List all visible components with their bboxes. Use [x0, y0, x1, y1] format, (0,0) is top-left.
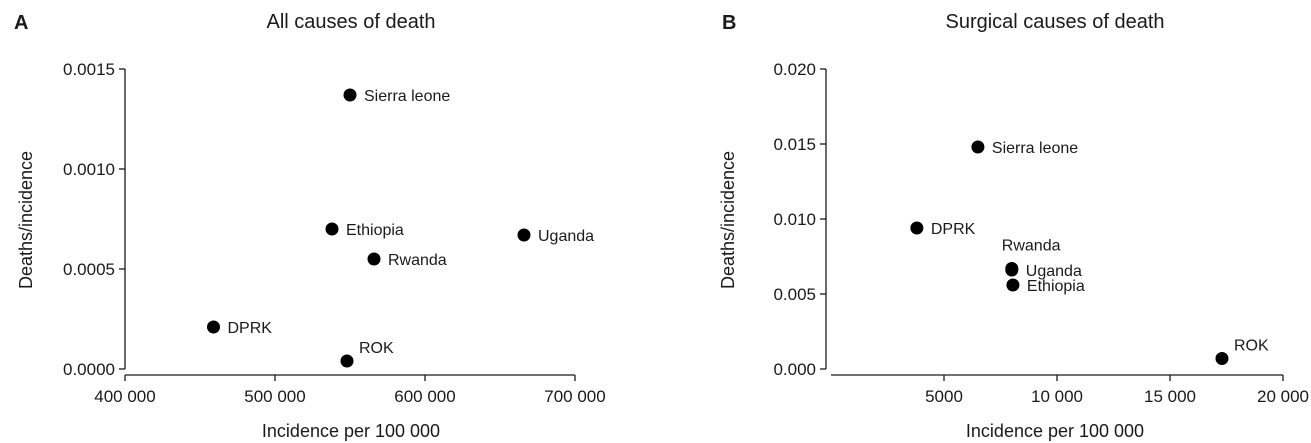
point-label: Uganda [538, 228, 594, 245]
panel-a: A All causes of death Incidence per 100 … [14, 11, 606, 441]
panel-letter: B [722, 12, 736, 34]
data-point [517, 228, 531, 242]
point-label: Rwanda [388, 252, 447, 269]
x-tick-label: 15 000 [1144, 387, 1196, 406]
chart-title: Surgical causes of death [945, 11, 1164, 33]
panel-letter: A [14, 12, 28, 34]
x-tick-label: 20 000 [1257, 387, 1309, 406]
y-tick-label: 0.0015 [63, 60, 115, 79]
point-label: Uganda [1026, 263, 1082, 280]
data-point [1005, 263, 1019, 277]
x-tick-label: 10 000 [1031, 387, 1083, 406]
y-axis-label: Deaths/incidence [718, 151, 738, 289]
point-label: DPRK [228, 320, 273, 337]
x-tick-label: 500 000 [244, 387, 305, 406]
x-tick-label: 700 000 [544, 387, 605, 406]
y-tick-label: 0.020 [773, 60, 816, 79]
y-tick-label: 0.010 [773, 210, 816, 229]
x-axis-label: Incidence per 100 000 [262, 421, 440, 441]
y-tick-label: 0.0010 [63, 160, 115, 179]
data-point [1006, 278, 1020, 292]
y-tick-label: 0.015 [773, 135, 816, 154]
data-point [910, 221, 924, 235]
y-tick-label: 0.0005 [63, 260, 115, 279]
point-label: Ethiopia [346, 222, 404, 239]
data-point [367, 252, 381, 266]
point-label: ROK [1234, 338, 1269, 355]
y-axis-label: Deaths/incidence [16, 151, 36, 289]
panel-b: B Surgical causes of death Incidence per… [718, 11, 1309, 441]
x-tick-label: 400 000 [94, 387, 155, 406]
x-tick-label: 600 000 [394, 387, 455, 406]
data-point [207, 320, 220, 334]
point-label: DPRK [931, 221, 976, 238]
x-tick-label: 5000 [925, 387, 963, 406]
y-tick-label: 0.000 [773, 360, 816, 379]
x-axis-label: Incidence per 100 000 [966, 421, 1144, 441]
data-point [325, 222, 339, 236]
chart-title: All causes of death [267, 11, 436, 33]
data-point [343, 88, 357, 102]
point-label: ROK [359, 340, 394, 357]
y-tick-label: 0.005 [773, 285, 816, 304]
point-label: Rwanda [1002, 238, 1061, 255]
point-label: Sierra leone [992, 140, 1078, 157]
point-label: Ethiopia [1027, 278, 1085, 295]
data-point [971, 140, 985, 154]
data-point [340, 354, 354, 368]
point-label: Sierra leone [364, 88, 450, 105]
y-tick-label: 0.0000 [63, 360, 115, 379]
data-point [1215, 352, 1229, 365]
